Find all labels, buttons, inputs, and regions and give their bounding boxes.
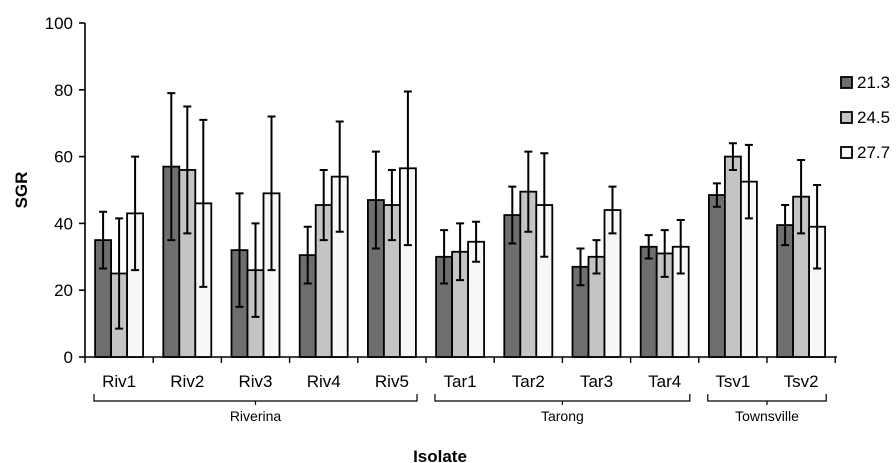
bar [724,155,742,358]
group-bracket [707,394,827,405]
error-bar [319,168,328,242]
error-bar [508,185,517,245]
error-bar [199,118,208,288]
legend-label: 24.5 [857,108,890,127]
error-bar [540,152,549,258]
x-tick-label: Riv3 [238,372,272,391]
y-tick-label: 60 [54,148,73,167]
group-label: Townsville [735,408,799,424]
x-tick-label: Tar2 [512,372,545,391]
error-bar [115,217,124,330]
error-bar [744,143,753,220]
error-bar [781,204,790,247]
group-label: Riverina [230,408,282,424]
error-bar [403,90,412,247]
y-tick-label: 40 [54,214,73,233]
x-tick-label: Riv1 [102,372,136,391]
bar [708,194,726,358]
error-bar [797,158,806,235]
x-tick-label: Riv4 [307,372,341,391]
error-bar [167,92,176,242]
x-tick-label: Tsv2 [784,372,819,391]
bar [639,245,658,358]
legend: 21.3 24.5 27.7 [840,73,890,162]
error-bar [660,229,669,278]
x-tick-label: Riv2 [170,372,204,391]
y-tick-label: 100 [45,14,73,33]
y-tick-label: 0 [64,348,73,367]
error-bar [728,142,737,171]
error-bar [99,210,108,270]
legend-swatch [840,111,853,124]
y-axis-label: SGR [12,172,31,209]
error-bar [712,182,721,208]
error-bar [472,220,481,263]
y-tick-label: 20 [54,281,73,300]
x-axis-label: Isolate [413,447,467,463]
error-bar [592,239,601,275]
error-bar [676,219,685,275]
y-tick-label: 80 [54,81,73,100]
group-bracket [434,394,691,405]
error-bar [524,150,533,233]
error-bar [440,229,449,285]
x-tick-label: Tsv1 [715,372,750,391]
error-bar [235,192,244,308]
error-bar [608,185,617,235]
x-tick-label: Tar4 [648,372,681,391]
x-tick-label: Tar3 [580,372,613,391]
axes: 0 20 40 60 80 100 Riv1 Riv2 Riv3 Riv4 Riv5 Tar1 Tar2… [45,14,837,424]
group-label: Tarong [541,408,584,424]
error-bar [456,222,465,282]
error-bar [335,120,344,233]
legend-label: 27.7 [857,143,890,162]
x-tick-label: Tar1 [444,372,477,391]
error-bar [131,155,140,272]
error-bar [183,105,192,235]
error-bar [576,247,585,287]
error-bar [267,115,276,272]
error-bar [813,183,822,270]
group-bracket [93,394,418,405]
x-tick-label: Riv5 [375,372,409,391]
bars [94,155,826,358]
legend-swatch [840,146,853,159]
legend-label: 21.3 [857,73,890,92]
legend-swatch [840,76,853,89]
error-bar [371,150,380,250]
error-bar [644,234,653,260]
error-bar [387,168,396,242]
error-bar [251,222,260,318]
error-bars [99,90,822,330]
error-bar [303,225,312,285]
